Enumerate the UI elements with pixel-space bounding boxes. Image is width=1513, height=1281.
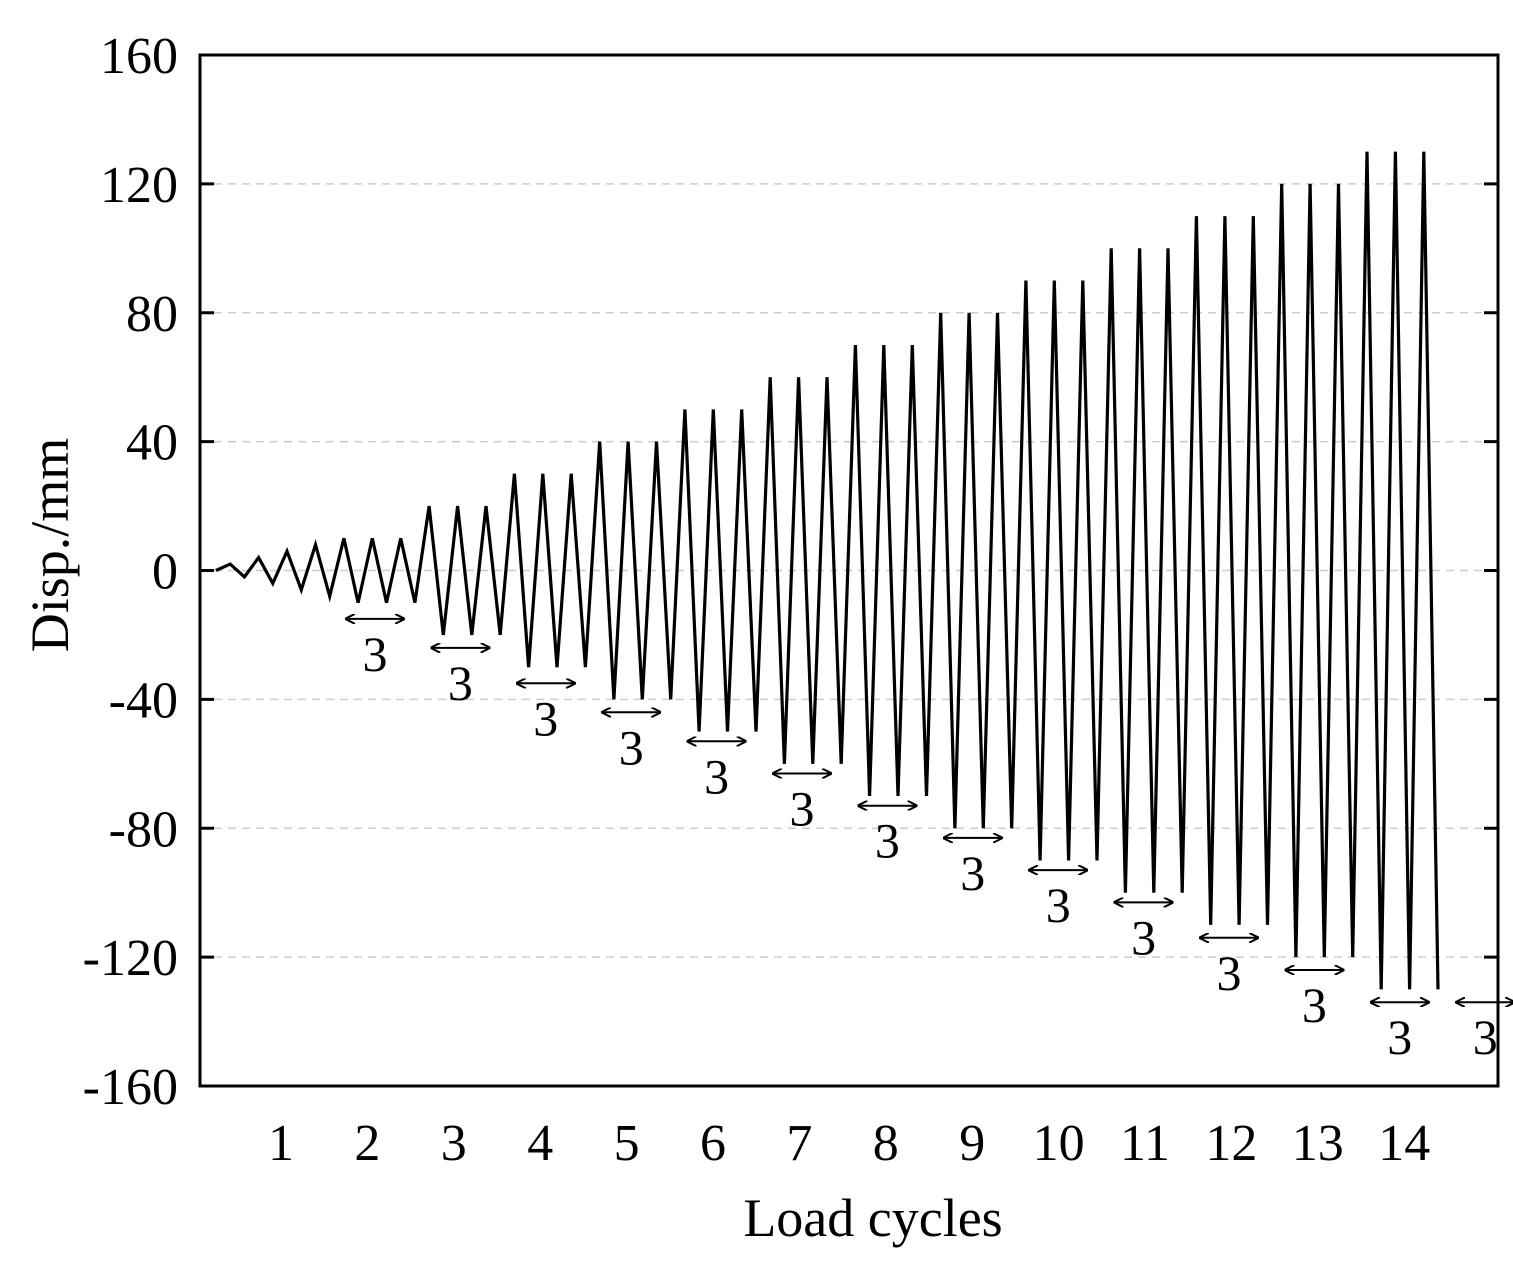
cycle-count-label: 3: [790, 780, 815, 836]
y-tick-label: -120: [83, 930, 178, 987]
displacement-series-line: [215, 151, 1440, 990]
x-tick-label: 14: [1378, 1115, 1430, 1172]
annotation-layer: 3 3 3 3 3 3 3 3 3 3 3 3 3 3: [346, 619, 1513, 1065]
cycle-count-label: 3: [1046, 877, 1071, 933]
cycle-count-label: 3: [960, 845, 985, 901]
plot-frame: [198, 53, 1500, 1088]
x-tick-label: 3: [441, 1115, 467, 1172]
cycle-count-label: 3: [1217, 945, 1242, 1001]
y-tick-label: 160: [100, 28, 178, 85]
x-tick-label: 7: [786, 1115, 812, 1172]
y-tick-label: -160: [83, 1059, 178, 1116]
x-tick-label: 12: [1205, 1115, 1257, 1172]
x-tick-label: 1: [268, 1115, 294, 1172]
x-tick-label: 9: [959, 1115, 985, 1172]
x-tick-label: 4: [527, 1115, 553, 1172]
x-tick-label: 10: [1033, 1115, 1085, 1172]
y-tick-label: 120: [100, 157, 178, 214]
x-tick-label: 11: [1120, 1115, 1170, 1172]
y-axis-title: Disp./mm: [20, 438, 80, 653]
grid-lines: [200, 183, 1498, 958]
series-layer: [215, 151, 1440, 990]
cycle-count-label: 3: [1302, 977, 1327, 1033]
y-axis-ticks: 160 120 80 40 0 -40 -80 -120 -160: [83, 28, 1498, 1116]
cycle-count-label: 3: [363, 626, 388, 682]
cycle-count-label: 3: [619, 719, 644, 775]
x-tick-label: 6: [700, 1115, 726, 1172]
cycle-count-label: 3: [1131, 909, 1156, 965]
y-tick-label: 80: [126, 286, 178, 343]
x-tick-label: 13: [1292, 1115, 1344, 1172]
x-tick-label: 8: [873, 1115, 899, 1172]
cycle-count-label: 3: [875, 813, 900, 869]
x-tick-label: 2: [354, 1115, 380, 1172]
cycle-count-label: 3: [448, 655, 473, 711]
cycle-count-label: 3: [533, 690, 558, 746]
x-tick-label: 5: [614, 1115, 640, 1172]
cycle-count-label: 3: [1473, 1009, 1498, 1065]
y-tick-label: -80: [109, 801, 178, 858]
cycle-count-label: 3: [1387, 1009, 1412, 1065]
x-axis-title: Load cycles: [743, 1188, 1002, 1248]
y-tick-label: -40: [109, 672, 178, 729]
cycle-count-label: 3: [704, 748, 729, 804]
y-tick-label: 0: [152, 544, 178, 601]
x-axis-ticks: 1 2 3 4 5 6 7 8 9 10 11 12 13 14: [268, 1115, 1430, 1172]
y-tick-label: 40: [126, 415, 178, 472]
